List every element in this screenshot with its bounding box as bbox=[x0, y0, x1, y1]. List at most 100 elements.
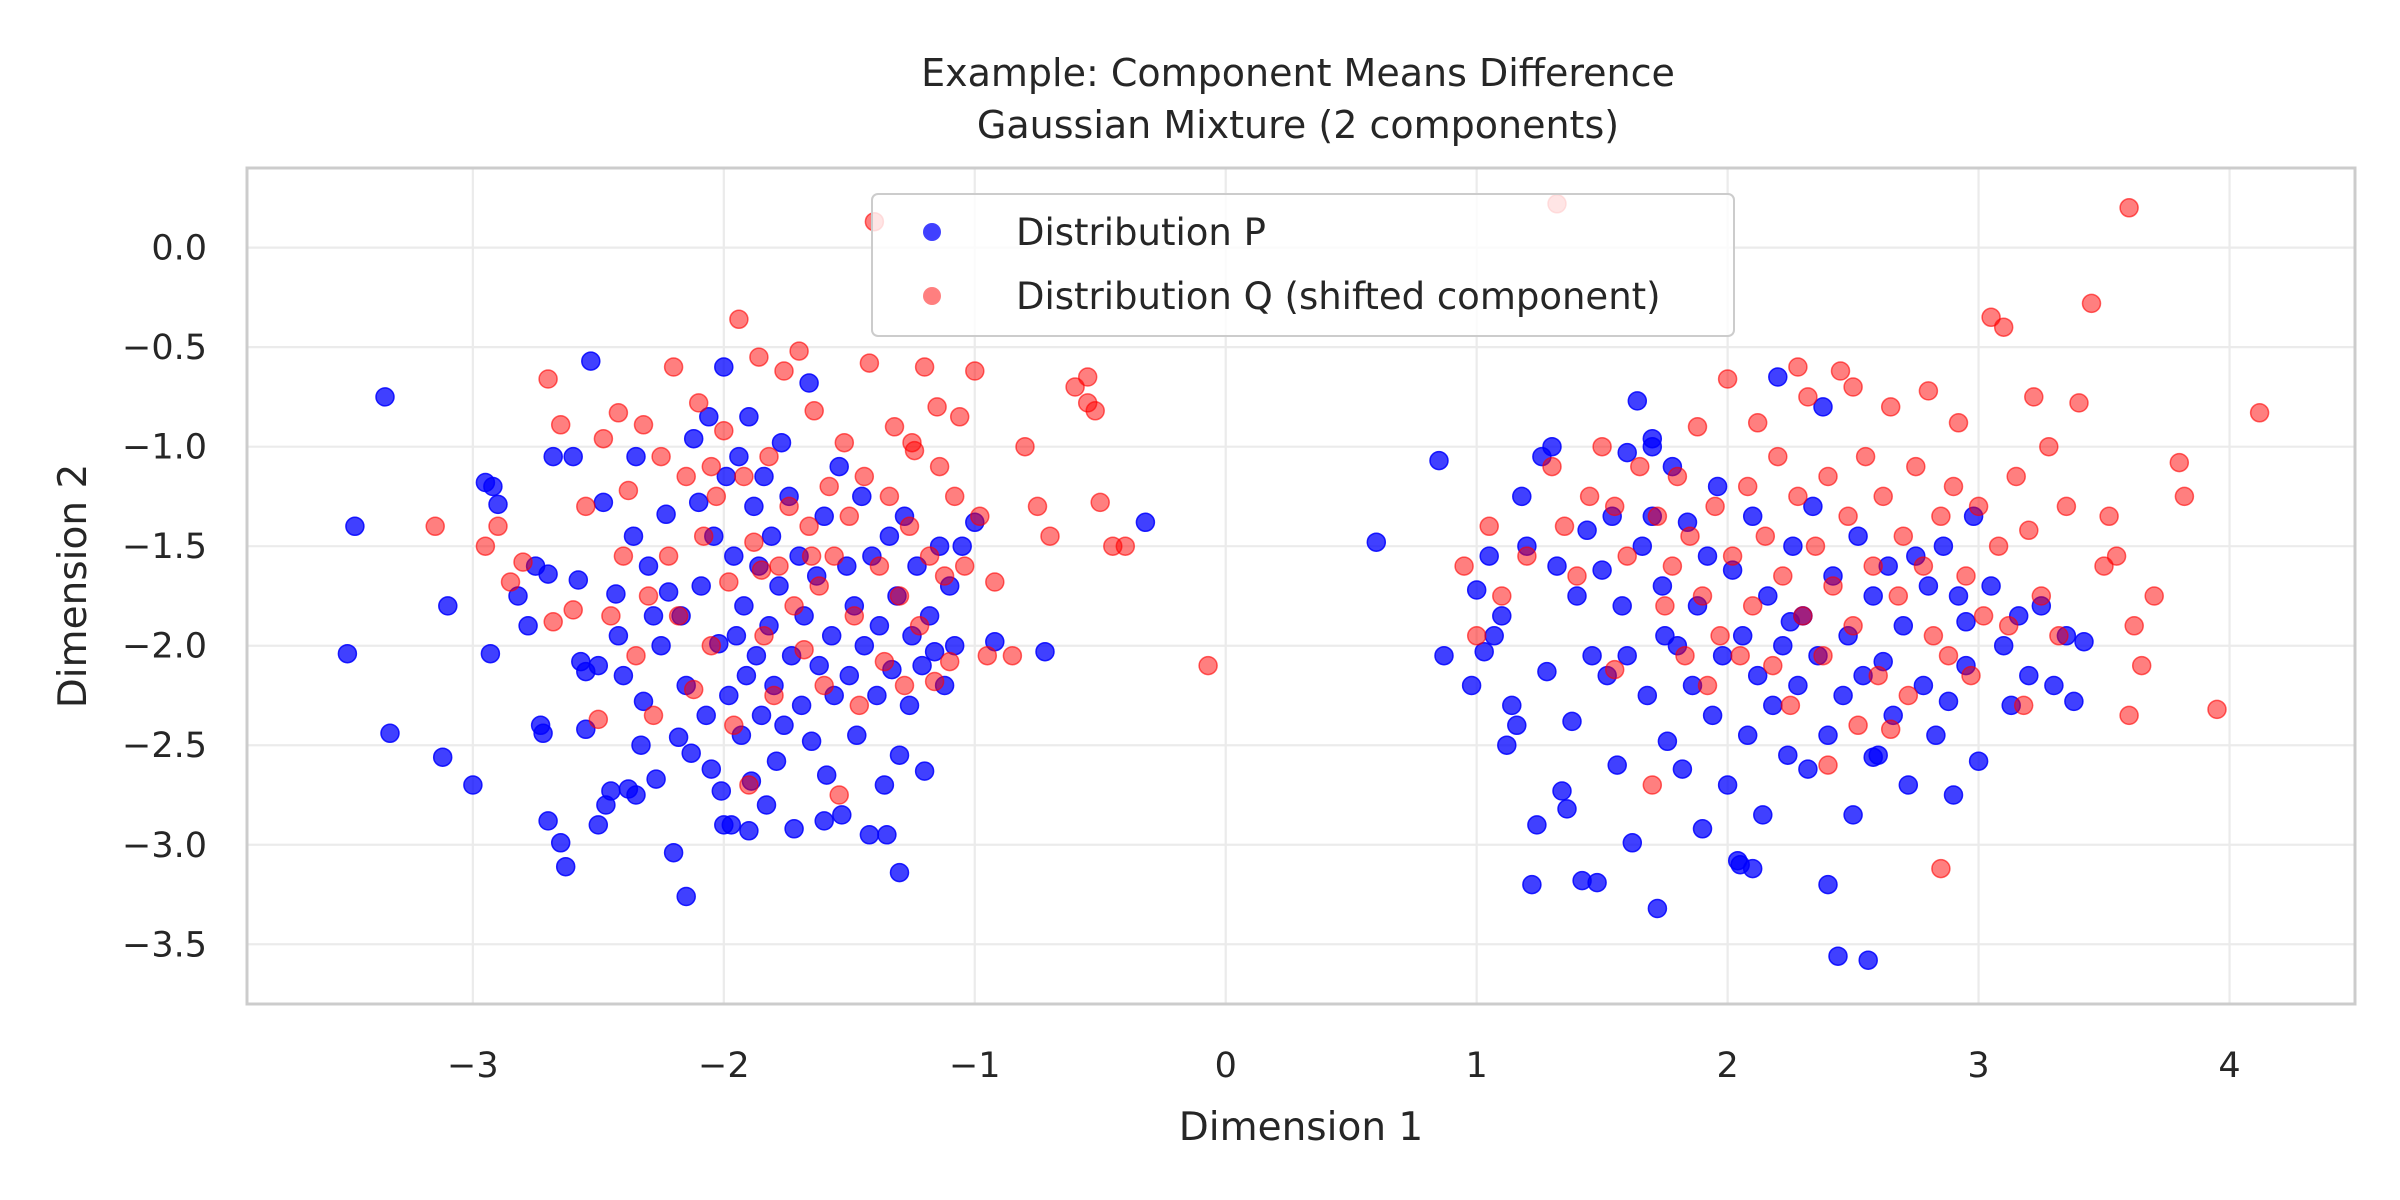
data-point bbox=[1537, 661, 1557, 682]
data-point bbox=[563, 446, 583, 467]
data-point bbox=[1873, 486, 1893, 507]
data-point bbox=[2099, 506, 2119, 527]
data-point bbox=[837, 556, 857, 576]
data-point bbox=[819, 476, 839, 497]
data-point bbox=[824, 546, 844, 566]
data-point bbox=[626, 785, 646, 805]
data-point bbox=[538, 564, 558, 584]
data-point bbox=[1015, 436, 1035, 457]
data-point bbox=[538, 369, 558, 389]
data-point bbox=[1737, 725, 1758, 746]
data-point bbox=[779, 496, 799, 517]
data-point bbox=[1848, 715, 1868, 736]
data-point bbox=[1642, 428, 1663, 449]
data-point bbox=[588, 815, 609, 835]
legend-marker-q bbox=[923, 287, 941, 305]
data-point bbox=[889, 586, 910, 606]
data-point bbox=[1938, 691, 1959, 712]
data-point bbox=[626, 446, 646, 467]
data-point bbox=[375, 387, 395, 407]
data-point bbox=[1747, 665, 1768, 686]
data-point bbox=[2131, 655, 2152, 676]
data-point bbox=[736, 665, 757, 686]
data-point bbox=[676, 466, 696, 487]
series-p bbox=[337, 351, 2094, 970]
data-point bbox=[588, 709, 609, 730]
data-point bbox=[1662, 556, 1683, 576]
data-point bbox=[1805, 536, 1826, 556]
y-tick-label: −3.0 bbox=[122, 826, 207, 866]
data-point bbox=[834, 432, 855, 453]
data-point bbox=[924, 641, 945, 662]
data-point bbox=[1542, 436, 1562, 457]
data-point bbox=[631, 735, 651, 755]
data-point bbox=[2144, 586, 2164, 606]
chart-subtitle: Gaussian Mixture (2 components) bbox=[977, 103, 1619, 147]
data-point bbox=[754, 626, 774, 646]
data-point bbox=[1933, 536, 1954, 556]
data-point bbox=[488, 494, 508, 515]
y-axis-label: Dimension 2 bbox=[51, 464, 96, 709]
data-point bbox=[1466, 580, 1487, 600]
data-point bbox=[912, 655, 932, 676]
data-point bbox=[555, 856, 576, 877]
data-point bbox=[2056, 496, 2077, 517]
data-point bbox=[1557, 799, 1577, 819]
data-point bbox=[668, 606, 689, 626]
data-point bbox=[1830, 361, 1851, 381]
data-point bbox=[839, 665, 860, 686]
data-point bbox=[1848, 526, 1868, 546]
data-point bbox=[2039, 436, 2059, 457]
data-point bbox=[1943, 476, 1964, 497]
data-point bbox=[693, 526, 714, 546]
data-point bbox=[1855, 446, 1876, 467]
data-point bbox=[899, 695, 920, 716]
data-point bbox=[2174, 486, 2195, 507]
data-point bbox=[939, 651, 960, 672]
data-point bbox=[821, 626, 842, 646]
data-point bbox=[606, 584, 626, 604]
data-point bbox=[1773, 566, 1793, 586]
data-point bbox=[724, 715, 744, 736]
data-point bbox=[814, 675, 834, 696]
data-point bbox=[1988, 536, 2009, 556]
data-point bbox=[1712, 645, 1733, 666]
data-points bbox=[337, 194, 2270, 970]
data-point bbox=[784, 596, 804, 616]
data-point bbox=[839, 506, 860, 527]
data-point bbox=[761, 526, 782, 546]
data-point bbox=[1077, 367, 1098, 387]
data-point bbox=[759, 446, 779, 467]
data-point bbox=[714, 420, 734, 441]
x-tick-label: 2 bbox=[1716, 1046, 1738, 1086]
data-point bbox=[663, 357, 684, 377]
data-point bbox=[581, 351, 601, 371]
data-point bbox=[809, 655, 829, 676]
data-point bbox=[1632, 536, 1653, 556]
data-point bbox=[801, 731, 822, 752]
data-point bbox=[799, 373, 819, 393]
data-point bbox=[756, 795, 777, 815]
data-point bbox=[488, 516, 508, 537]
data-point bbox=[1763, 655, 1783, 676]
data-point bbox=[2069, 393, 2089, 413]
data-point bbox=[1943, 785, 1964, 805]
data-point bbox=[651, 446, 671, 467]
data-point bbox=[1788, 675, 1808, 696]
y-tick-label: −2.0 bbox=[122, 627, 207, 667]
data-point bbox=[1717, 369, 1738, 389]
data-point bbox=[643, 705, 664, 726]
data-point bbox=[874, 651, 895, 672]
data-point bbox=[1667, 466, 1688, 487]
data-point bbox=[884, 417, 905, 437]
data-point bbox=[1818, 466, 1838, 487]
data-point bbox=[1647, 506, 1668, 527]
data-point bbox=[1880, 719, 1901, 740]
data-point bbox=[706, 486, 727, 507]
data-point bbox=[1803, 496, 1823, 517]
data-point bbox=[1507, 715, 1527, 736]
x-tick-label: −2 bbox=[698, 1046, 750, 1086]
data-point bbox=[1788, 357, 1808, 377]
data-point bbox=[1657, 731, 1678, 752]
data-point bbox=[1838, 506, 1858, 527]
